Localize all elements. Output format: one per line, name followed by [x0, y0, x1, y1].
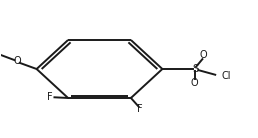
Text: O: O — [199, 50, 207, 60]
Text: S: S — [192, 64, 198, 74]
Text: O: O — [191, 78, 198, 88]
Text: Cl: Cl — [221, 71, 231, 81]
Text: F: F — [47, 92, 53, 102]
Text: F: F — [137, 104, 143, 114]
Text: O: O — [13, 56, 21, 66]
